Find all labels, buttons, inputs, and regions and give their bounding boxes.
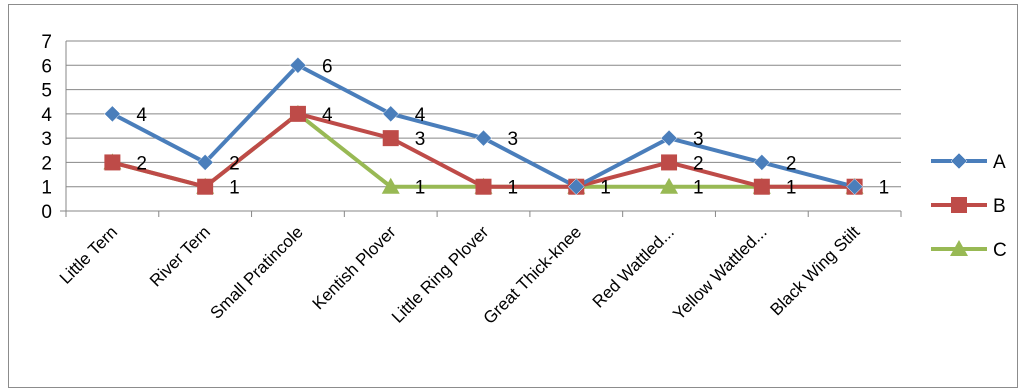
point-B-4 (475, 178, 492, 195)
legend-label-C: C (993, 240, 1007, 261)
x-tick-label-0: Little Tern (56, 222, 121, 287)
point-B-6 (661, 154, 678, 171)
data-label-4: 6 (322, 56, 333, 77)
x-tick-label-7: Yellow Wattled... (669, 222, 770, 323)
y-tick-label-6: 6 (41, 56, 52, 77)
point-A-7 (753, 154, 771, 171)
series-line-C (111, 111, 855, 189)
x-tick-label-8: Black Wing Stilt (766, 222, 863, 319)
point-B-0 (104, 154, 121, 171)
x-tick-label-5: Great Thick-knee (480, 222, 585, 327)
point-A-0 (104, 105, 121, 123)
legend-label-A: A (993, 152, 1006, 173)
x-tick-label-4: Little Ring Plover (388, 222, 493, 327)
legend-marker-C (950, 240, 968, 256)
x-tick-label-2: Small Pratincole (206, 222, 306, 322)
point-A-1 (196, 154, 214, 171)
data-label-9: 3 (508, 129, 519, 150)
data-label-10: 1 (508, 178, 519, 199)
data-label-11: 1 (600, 178, 611, 199)
y-tick-label-3: 3 (41, 129, 52, 150)
data-label-5: 4 (322, 105, 333, 126)
data-label-3: 1 (229, 178, 240, 199)
y-tick-label-7: 7 (41, 32, 52, 53)
point-C-6 (660, 177, 679, 194)
data-label-14: 1 (693, 178, 704, 199)
data-label-1: 2 (136, 153, 147, 174)
data-label-6: 4 (415, 105, 426, 126)
point-B-2 (289, 105, 306, 122)
point-A-6 (660, 129, 678, 147)
point-B-7 (753, 178, 770, 195)
y-tick-label-2: 2 (41, 153, 52, 174)
point-C-3 (381, 177, 400, 194)
data-label-7: 3 (415, 129, 426, 150)
point-A-3 (382, 105, 400, 123)
chart-frame: 0 1 2 3 4 5 6 7 Little Tern River Tern Small Prati… (8, 4, 1018, 388)
data-label-0: 4 (136, 105, 147, 126)
point-A-2 (289, 56, 307, 74)
series-line-A (111, 63, 856, 189)
data-label-15: 2 (786, 153, 797, 174)
y-tick-label-1: 1 (41, 178, 52, 199)
y-tick-label-0: 0 (41, 202, 52, 223)
data-label-16: 1 (786, 178, 797, 199)
point-A-8 (846, 178, 863, 196)
point-A-5 (567, 178, 585, 196)
x-tick-label-6: Red Wattled... (589, 222, 678, 311)
series-line-B (111, 111, 855, 189)
legend-marker-B (951, 197, 967, 213)
point-A-4 (475, 129, 492, 147)
data-label-13: 2 (693, 153, 704, 174)
point-B-3 (382, 130, 399, 147)
legend-label-B: B (993, 196, 1006, 217)
data-label-17: 1 (879, 178, 890, 199)
x-tick-label-1: River Tern (146, 222, 214, 290)
data-label-12: 3 (693, 129, 704, 150)
y-tick-label-5: 5 (41, 81, 52, 102)
data-label-8: 1 (415, 178, 426, 199)
y-tick-label-4: 4 (41, 105, 52, 126)
x-tick-label-3: Kentish Plover (309, 222, 400, 313)
legend-marker-A (950, 152, 968, 170)
data-label-2: 2 (229, 153, 240, 174)
point-B-1 (197, 178, 214, 195)
